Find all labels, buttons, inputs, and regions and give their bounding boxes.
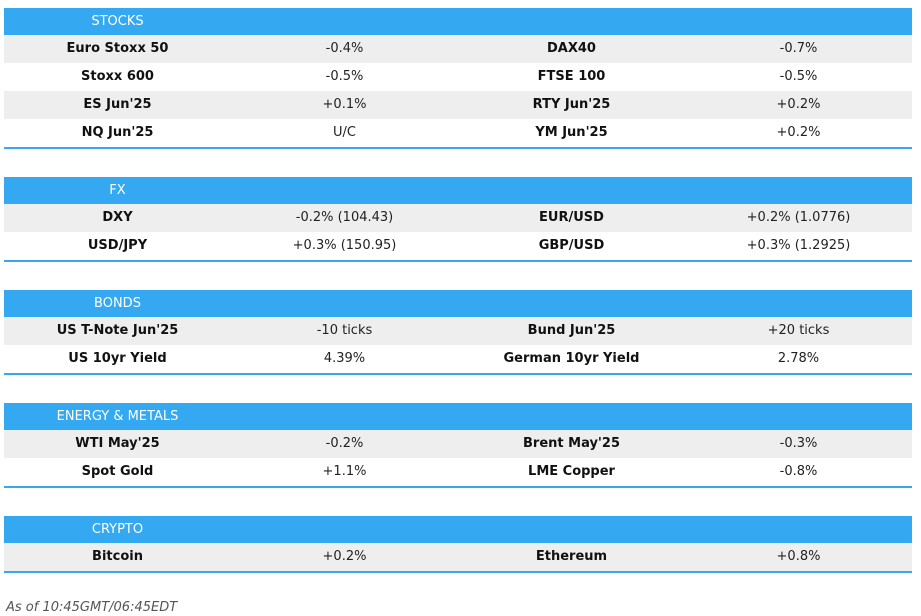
instrument-name: US 10yr Yield (68, 351, 167, 366)
table-row: Spot Gold +1.1% LME Copper -0.8% (4, 458, 912, 486)
section-title: FX (109, 183, 126, 198)
section-title: STOCKS (91, 14, 144, 29)
instrument-name: NQ Jun'25 (81, 125, 154, 140)
instrument-change: +1.1% (322, 464, 367, 479)
instrument-name: DXY (102, 210, 133, 225)
instrument-name: YM Jun'25 (535, 125, 608, 140)
instrument-change: +0.3% (150.95) (292, 238, 397, 253)
section-rows: US T-Note Jun'25 -10 ticks Bund Jun'25 +20 … (4, 317, 912, 373)
table-row: WTI May'25 -0.2% Brent May'25 -0.3% (4, 430, 912, 458)
section: FX DXY -0.2% (104.43) EUR/USD +0.2% (1.0776)… (4, 177, 912, 262)
instrument-name: USD/JPY (87, 238, 148, 253)
section-title: CRYPTO (91, 522, 144, 537)
instrument-name: DAX40 (547, 41, 596, 56)
instrument-change: +0.2% (322, 549, 367, 564)
instrument-name: ES Jun'25 (83, 97, 152, 112)
section-title: ENERGY & METALS (56, 409, 179, 424)
instrument-name: EUR/USD (539, 210, 604, 225)
section-header: CRYPTO (4, 516, 912, 543)
instrument-name: Bund Jun'25 (527, 323, 616, 338)
section: CRYPTO Bitcoin +0.2% Ethereum +0.8% (4, 516, 912, 573)
table-row: Stoxx 600 -0.5% FTSE 100 -0.5% (4, 63, 912, 91)
footer: As of 10:45GMT/06:45EDT (6, 600, 178, 615)
instrument-name: LME Copper (528, 464, 615, 479)
instrument-change: -0.7% (779, 41, 818, 56)
instrument-change: -10 ticks (316, 323, 373, 338)
table-row: DXY -0.2% (104.43) EUR/USD +0.2% (1.0776) (4, 204, 912, 232)
instrument-change: +0.1% (322, 97, 367, 112)
section: BONDS US T-Note Jun'25 -10 ticks Bund Jun'2… (4, 290, 912, 375)
instrument-change: -0.4% (325, 41, 364, 56)
section: ENERGY & METALS WTI May'25 -0.2% Brent May'… (4, 403, 912, 488)
table-row: ES Jun'25 +0.1% RTY Jun'25 +0.2% (4, 91, 912, 119)
instrument-change: -0.2% (104.43) (295, 210, 394, 225)
table-row: NQ Jun'25 U/C YM Jun'25 +0.2% (4, 119, 912, 147)
instrument-change: +20 ticks (767, 323, 830, 338)
section-rows: Bitcoin +0.2% Ethereum +0.8% (4, 543, 912, 571)
instrument-change: +0.3% (1.2925) (746, 238, 851, 253)
section-header: FX (4, 177, 912, 204)
section-rows: Euro Stoxx 50 -0.4% DAX40 -0.7% Stoxx 600 -0.… (4, 35, 912, 147)
instrument-change: +0.8% (776, 549, 821, 564)
instrument-change: -0.3% (779, 436, 818, 451)
table-row: USD/JPY +0.3% (150.95) GBP/USD +0.3% (1.292… (4, 232, 912, 260)
instrument-change: +0.2% (776, 125, 821, 140)
section-rows: WTI May'25 -0.2% Brent May'25 -0.3% Spot Gol… (4, 430, 912, 486)
instrument-name: WTI May'25 (75, 436, 160, 451)
instrument-change: -0.5% (325, 69, 364, 84)
section-title: BONDS (94, 296, 141, 311)
table-row: US 10yr Yield 4.39% German 10yr Yield 2.78% (4, 345, 912, 373)
section-header: STOCKS (4, 8, 912, 35)
instrument-change: -0.2% (325, 436, 364, 451)
instrument-name: FTSE 100 (537, 69, 606, 84)
instrument-name: GBP/USD (538, 238, 605, 253)
instrument-name: Ethereum (535, 549, 608, 564)
instrument-change: U/C (333, 125, 356, 140)
instrument-name: Bitcoin (92, 549, 143, 564)
table-row: Bitcoin +0.2% Ethereum +0.8% (4, 543, 912, 571)
table-row: US T-Note Jun'25 -10 ticks Bund Jun'25 +20 … (4, 317, 912, 345)
table-row: Euro Stoxx 50 -0.4% DAX40 -0.7% (4, 35, 912, 63)
instrument-name: RTY Jun'25 (532, 97, 611, 112)
instrument-name: Stoxx 600 (81, 69, 154, 84)
instrument-name: Euro Stoxx 50 (66, 41, 169, 56)
instrument-name: Spot Gold (81, 464, 154, 479)
section-header: ENERGY & METALS (4, 403, 912, 430)
instrument-change: 2.78% (777, 351, 820, 366)
instrument-name: German 10yr Yield (503, 351, 640, 366)
section: STOCKS Euro Stoxx 50 -0.4% DAX40 -0.7% Stoxx … (4, 8, 912, 149)
instrument-change: -0.5% (779, 69, 818, 84)
instrument-name: US T-Note Jun'25 (56, 323, 179, 338)
instrument-name: Brent May'25 (523, 436, 620, 451)
instrument-change: +0.2% (776, 97, 821, 112)
instrument-change: +0.2% (1.0776) (746, 210, 851, 225)
instrument-change: 4.39% (323, 351, 366, 366)
section-header: BONDS (4, 290, 912, 317)
section-rows: DXY -0.2% (104.43) EUR/USD +0.2% (1.0776) US… (4, 204, 912, 260)
instrument-change: -0.8% (779, 464, 818, 479)
